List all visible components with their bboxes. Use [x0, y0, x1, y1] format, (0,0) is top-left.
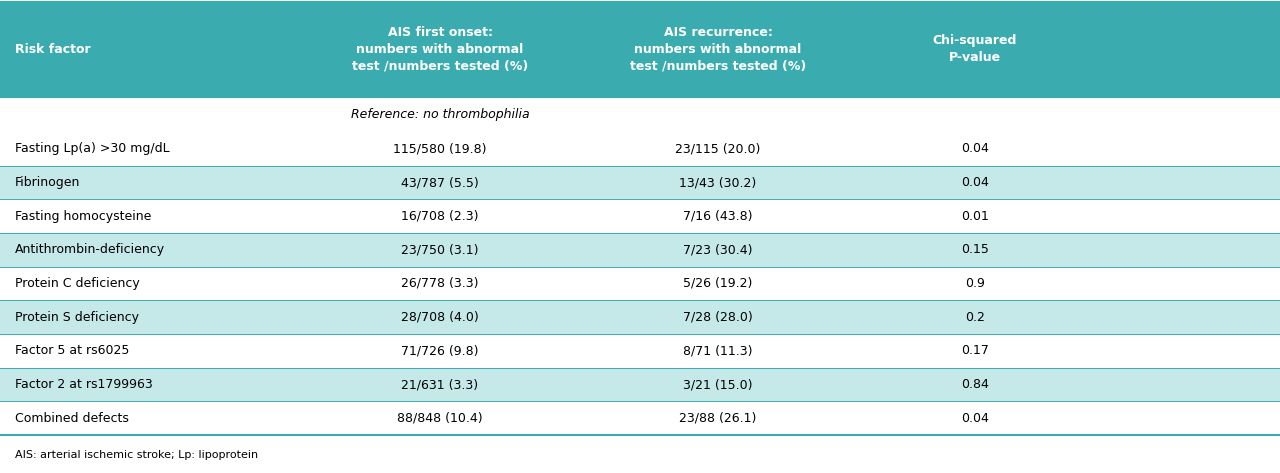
- Text: 0.04: 0.04: [961, 142, 989, 155]
- Text: 23/88 (26.1): 23/88 (26.1): [680, 412, 756, 425]
- Bar: [0, 368, 1280, 401]
- Bar: [0, 334, 1280, 368]
- Text: 23/750 (3.1): 23/750 (3.1): [401, 243, 479, 256]
- Text: 0.15: 0.15: [961, 243, 989, 256]
- Bar: [0, 401, 1280, 435]
- Text: 23/115 (20.0): 23/115 (20.0): [676, 142, 760, 155]
- Text: AIS: arterial ischemic stroke; Lp: lipoprotein: AIS: arterial ischemic stroke; Lp: lipop…: [15, 450, 259, 460]
- Text: 0.04: 0.04: [961, 412, 989, 425]
- Text: 5/26 (19.2): 5/26 (19.2): [684, 277, 753, 290]
- Bar: [0, 2, 1280, 97]
- Text: 7/23 (30.4): 7/23 (30.4): [684, 243, 753, 256]
- Bar: [0, 132, 1280, 166]
- Text: 0.84: 0.84: [961, 378, 989, 391]
- Text: Factor 5 at rs6025: Factor 5 at rs6025: [15, 344, 129, 357]
- Text: 0.04: 0.04: [961, 176, 989, 189]
- Text: 3/21 (15.0): 3/21 (15.0): [684, 378, 753, 391]
- Bar: [0, 267, 1280, 300]
- Text: Factor 2 at rs1799963: Factor 2 at rs1799963: [15, 378, 152, 391]
- Bar: [0, 199, 1280, 233]
- Text: Antithrombin-deficiency: Antithrombin-deficiency: [15, 243, 165, 256]
- Text: 13/43 (30.2): 13/43 (30.2): [680, 176, 756, 189]
- Text: 0.2: 0.2: [965, 311, 984, 324]
- Text: Reference: no thrombophilia: Reference: no thrombophilia: [351, 108, 530, 121]
- Text: 8/71 (11.3): 8/71 (11.3): [684, 344, 753, 357]
- Text: Combined defects: Combined defects: [15, 412, 129, 425]
- Text: 7/28 (28.0): 7/28 (28.0): [684, 311, 753, 324]
- Text: 26/778 (3.3): 26/778 (3.3): [401, 277, 479, 290]
- Text: Fasting homocysteine: Fasting homocysteine: [15, 210, 151, 223]
- Text: 21/631 (3.3): 21/631 (3.3): [402, 378, 479, 391]
- Bar: [0, 166, 1280, 199]
- Text: Fibrinogen: Fibrinogen: [15, 176, 81, 189]
- Text: Protein C deficiency: Protein C deficiency: [15, 277, 140, 290]
- Text: 0.17: 0.17: [961, 344, 989, 357]
- Text: AIS first onset:
numbers with abnormal
test /numbers tested (%): AIS first onset: numbers with abnormal t…: [352, 26, 529, 73]
- Bar: [0, 300, 1280, 334]
- Text: 28/708 (4.0): 28/708 (4.0): [401, 311, 479, 324]
- Text: 43/787 (5.5): 43/787 (5.5): [401, 176, 479, 189]
- Text: Risk factor: Risk factor: [15, 43, 91, 56]
- Text: 115/580 (19.8): 115/580 (19.8): [393, 142, 486, 155]
- Text: 16/708 (2.3): 16/708 (2.3): [401, 210, 479, 223]
- Text: 0.01: 0.01: [961, 210, 989, 223]
- Text: Chi-squared
P-value: Chi-squared P-value: [933, 35, 1018, 64]
- Text: 88/848 (10.4): 88/848 (10.4): [397, 412, 483, 425]
- Text: 71/726 (9.8): 71/726 (9.8): [401, 344, 479, 357]
- Bar: [0, 233, 1280, 267]
- Text: 7/16 (43.8): 7/16 (43.8): [684, 210, 753, 223]
- Text: AIS recurrence:
numbers with abnormal
test /numbers tested (%): AIS recurrence: numbers with abnormal te…: [630, 26, 806, 73]
- Text: Protein S deficiency: Protein S deficiency: [15, 311, 140, 324]
- Text: Fasting Lp(a) >30 mg/dL: Fasting Lp(a) >30 mg/dL: [15, 142, 170, 155]
- Text: 0.9: 0.9: [965, 277, 984, 290]
